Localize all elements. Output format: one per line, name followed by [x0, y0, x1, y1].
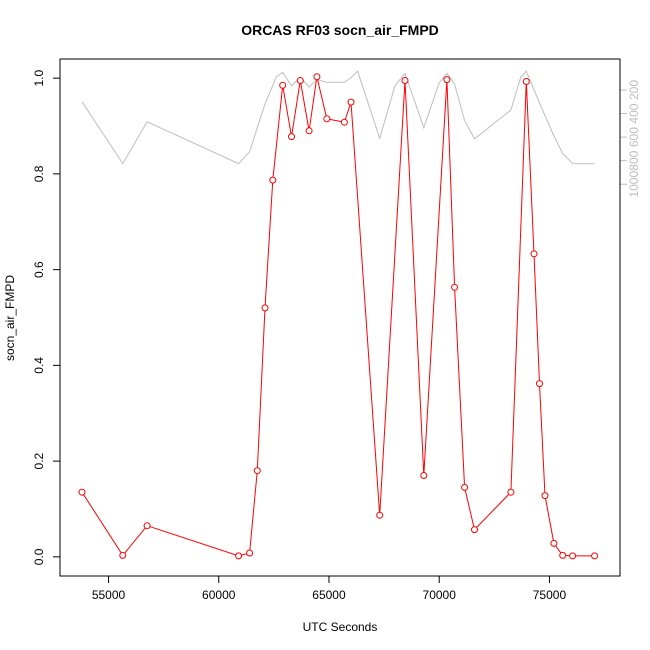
data-point: [119, 551, 127, 559]
y2-tick-label: 800: [627, 150, 641, 170]
x-tick-label: 60000: [202, 588, 236, 602]
data-point: [420, 472, 428, 479]
data-point: [536, 380, 543, 388]
y-tick-label: 0.0: [32, 548, 46, 565]
y2-tick-label: 200: [627, 80, 641, 100]
y2-tick-label: 600: [627, 127, 641, 147]
data-point: [323, 115, 331, 123]
y-tick-label: 0.4: [32, 357, 46, 374]
data-point: [471, 526, 478, 534]
data-point: [591, 552, 599, 560]
y-tick-label: 0.6: [32, 261, 46, 278]
secondary-series-line: [81, 70, 595, 165]
y-tick-label: 0.8: [32, 165, 46, 182]
data-point: [253, 467, 261, 475]
x-tick-label: 75000: [533, 588, 567, 602]
data-point: [305, 127, 313, 135]
data-point: [376, 511, 384, 519]
data-point: [246, 549, 254, 557]
y-tick-label: 1.0: [32, 69, 46, 86]
data-point: [313, 73, 321, 81]
plot-frame: [59, 58, 621, 577]
data-point: [522, 78, 530, 85]
y-tick-label: 0.2: [32, 452, 46, 469]
data-point: [530, 250, 538, 258]
chart-title: ORCAS RF03 socn_air_FMPD: [241, 22, 439, 38]
data-point: [559, 551, 567, 559]
x-tick-label: 65000: [312, 588, 346, 602]
data-point: [401, 77, 409, 84]
x-tick-label: 55000: [92, 588, 126, 602]
data-point: [461, 483, 469, 491]
data-point: [269, 176, 277, 184]
y-axis: 0.0 0.2 0.4 0.6 0.8 1.0: [32, 69, 61, 565]
y-axis-label: socn_air_FMPD: [3, 275, 17, 361]
data-point: [235, 552, 243, 560]
data-point: [78, 488, 86, 496]
data-point: [296, 77, 304, 84]
data-point: [279, 81, 287, 89]
data-point: [451, 283, 459, 291]
data-point: [569, 552, 577, 560]
x-tick-label: 70000: [423, 588, 457, 602]
data-point: [541, 492, 549, 500]
x-axis-label: UTC Seconds: [303, 620, 378, 634]
x-axis: 55000 60000 65000 70000 75000: [92, 575, 567, 602]
data-point: [143, 522, 151, 530]
y2-tick-label: 400: [627, 103, 641, 123]
data-point: [347, 98, 355, 106]
data-point: [443, 76, 451, 84]
series-layer: [78, 70, 599, 560]
data-point: [507, 488, 515, 496]
y2-tick-label: 1000: [627, 171, 641, 198]
data-point: [340, 118, 348, 126]
data-point: [288, 133, 295, 141]
data-point: [550, 539, 558, 547]
data-point: [261, 304, 269, 312]
primary-series-line: [81, 76, 595, 557]
